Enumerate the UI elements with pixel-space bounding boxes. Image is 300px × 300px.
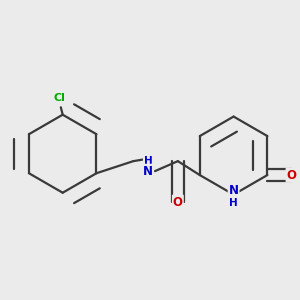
Text: O: O bbox=[286, 169, 296, 182]
Text: Cl: Cl bbox=[53, 93, 65, 103]
Text: N: N bbox=[143, 165, 153, 178]
Text: H: H bbox=[229, 198, 238, 208]
Text: H: H bbox=[144, 156, 152, 166]
Text: N: N bbox=[229, 184, 238, 196]
Text: O: O bbox=[173, 196, 183, 208]
